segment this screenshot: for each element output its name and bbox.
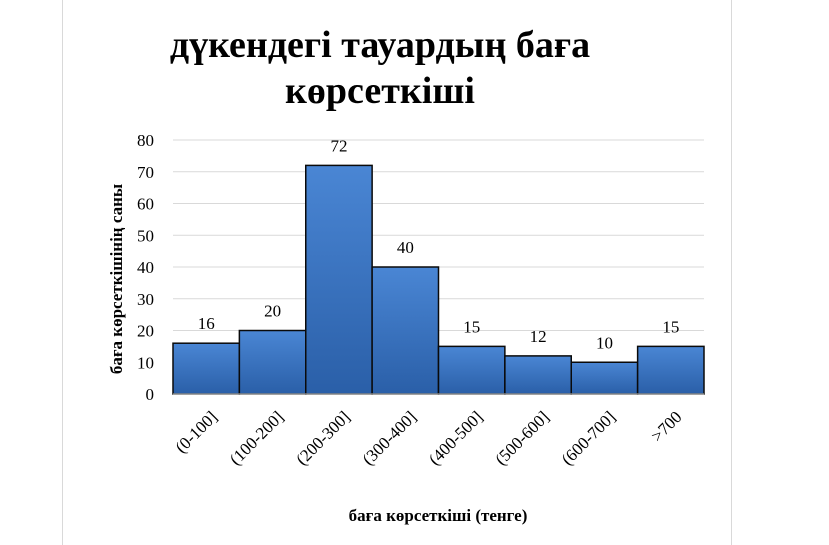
chart-title: дүкендегі тауардың баға көрсеткіші: [120, 22, 640, 114]
chart-title-line2: көрсеткіші: [285, 70, 475, 112]
x-tick-label: (0-100]: [172, 407, 221, 456]
data-label: 20: [264, 302, 281, 321]
bar: [172, 342, 241, 395]
y-axis-label: баға көрсеткішінің саны: [107, 184, 126, 374]
data-labels: 16 20 72 40 15 12 10 15: [198, 136, 680, 352]
y-tick-label: 40: [137, 258, 154, 277]
y-tick-label: 80: [137, 131, 154, 150]
data-label: 40: [397, 238, 414, 257]
bars: [172, 164, 705, 395]
y-tick-label: 10: [137, 353, 154, 372]
x-tick-label: (200-300]: [292, 407, 354, 469]
bar: [437, 345, 506, 395]
data-label: 72: [330, 136, 347, 155]
bar: [636, 345, 705, 395]
x-tick-label: (100-200]: [226, 407, 288, 469]
x-tick-label: >700: [647, 407, 685, 445]
x-axis-ticks: (0-100] (100-200] (200-300] (300-400] (400-5…: [172, 407, 686, 469]
x-tick-label: (400-500]: [425, 407, 487, 469]
y-tick-label: 30: [137, 290, 154, 309]
x-tick-label: (600-700]: [558, 407, 620, 469]
bar: [570, 361, 639, 395]
x-axis-label: баға көрсеткіші (тенге): [349, 506, 528, 525]
chart-title-line1: дүкендегі тауардың баға: [169, 24, 591, 66]
y-tick-label: 70: [137, 163, 154, 182]
bar: [504, 355, 572, 395]
chart-frame: [62, 0, 732, 545]
x-tick-label: (300-400]: [359, 407, 421, 469]
y-tick-label: 0: [146, 385, 155, 404]
x-tick-label: (500-600]: [491, 407, 553, 469]
y-tick-label: 60: [137, 195, 154, 214]
y-axis-ticks: 0 10 20 30 40 50 60 70 80: [137, 131, 154, 404]
bar: [371, 266, 440, 395]
y-tick-label: 20: [137, 322, 154, 341]
data-label: 15: [463, 317, 480, 336]
y-tick-label: 50: [137, 226, 154, 245]
data-label: 10: [596, 333, 613, 352]
data-label: 12: [530, 327, 547, 346]
data-label: 16: [198, 314, 215, 333]
bar: [305, 164, 373, 395]
bar: [238, 329, 307, 395]
data-label: 15: [662, 317, 679, 336]
